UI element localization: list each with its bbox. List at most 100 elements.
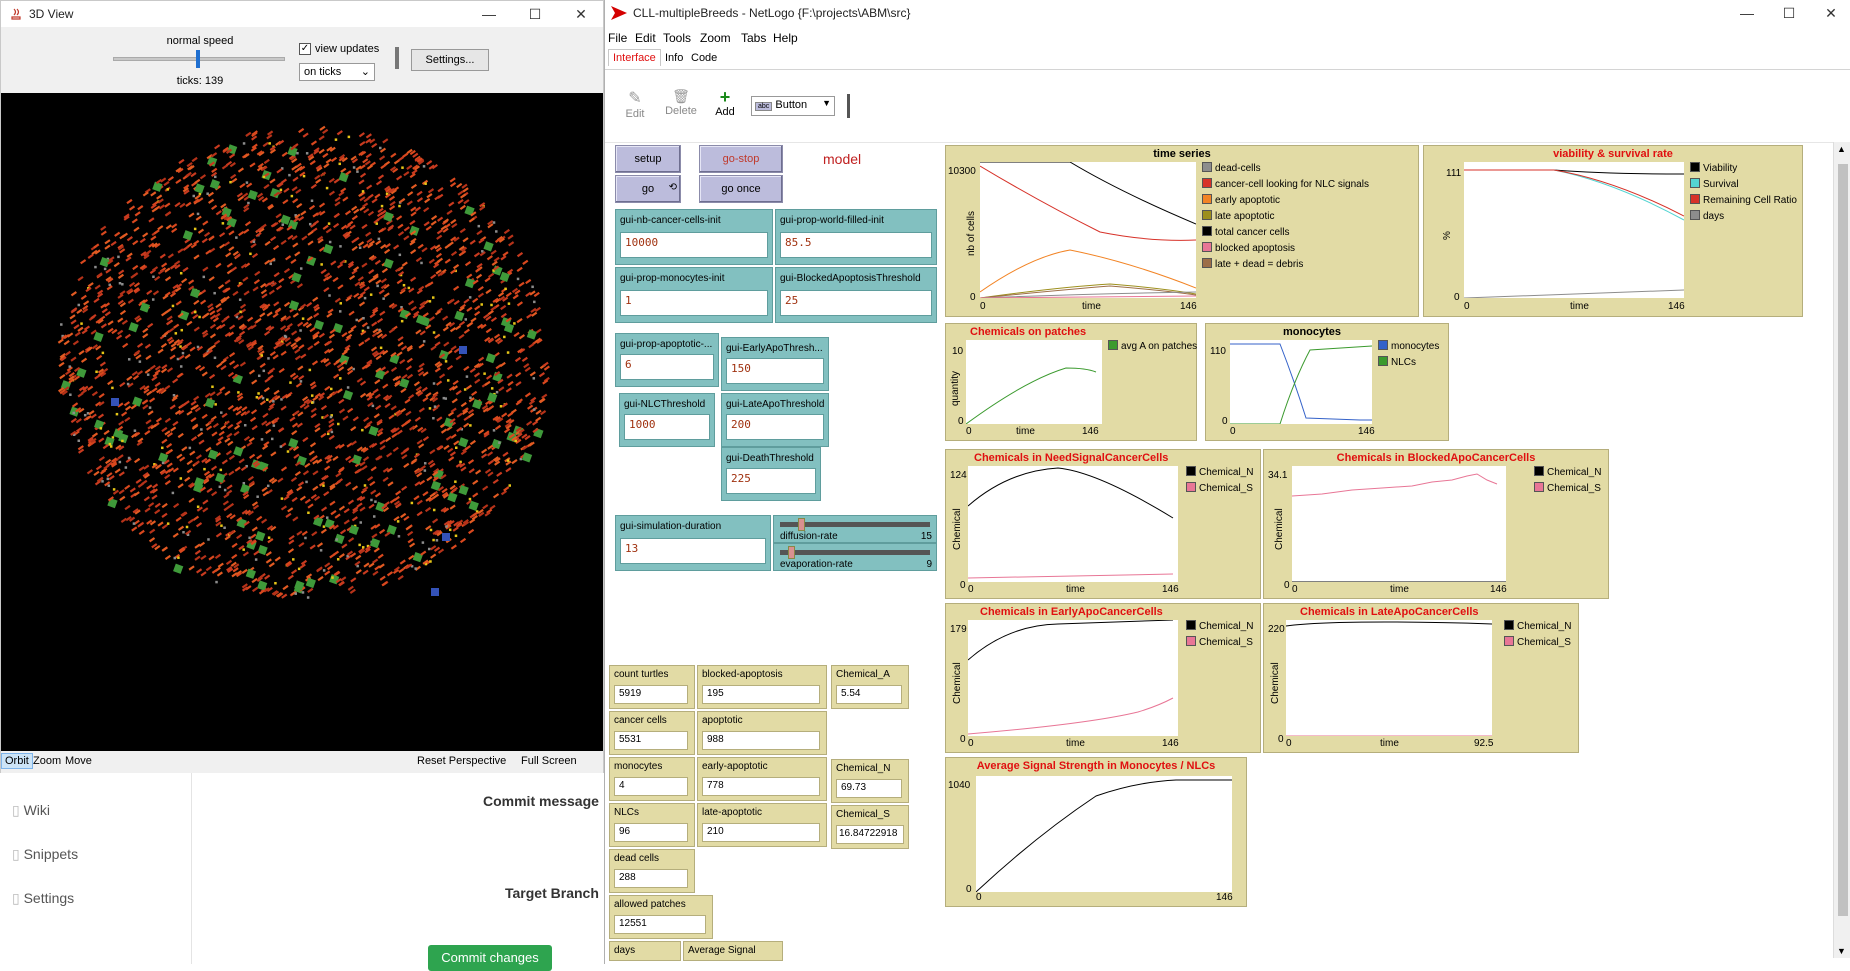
cancer-cell-agent xyxy=(434,244,441,250)
full-screen-button[interactable]: Full Screen xyxy=(521,755,577,767)
slider-diffusion-rate[interactable]: diffusion-rate 15 xyxy=(773,515,937,543)
monocyte-agent xyxy=(111,398,119,406)
cancer-cell-agent xyxy=(102,367,109,374)
dead-cell-agent xyxy=(427,547,431,551)
cancer-cell-agent xyxy=(194,406,201,413)
plot-area xyxy=(1292,466,1506,582)
menu-tabs[interactable]: Tabs xyxy=(741,31,767,45)
cancer-cell-agent xyxy=(345,455,352,461)
cancer-cell-agent xyxy=(389,200,396,207)
edit-tool-button[interactable]: ✎ Edit xyxy=(613,88,657,120)
go-once-button[interactable]: go once xyxy=(699,175,783,203)
cancer-cell-agent xyxy=(295,337,302,343)
input-value[interactable]: 25 xyxy=(780,290,932,316)
cancer-cell-agent xyxy=(487,223,494,229)
move-button[interactable]: Move xyxy=(65,755,92,767)
cancer-cell-agent xyxy=(496,471,503,477)
cancer-cell-agent xyxy=(258,589,266,595)
dead-cell-agent xyxy=(256,495,259,498)
settings-button[interactable]: Settings... xyxy=(411,49,489,71)
series-survival xyxy=(1464,169,1684,221)
cancer-cell-agent xyxy=(356,446,363,452)
tab-interface[interactable]: Interface xyxy=(608,49,661,66)
scroll-up-icon[interactable]: ▲ xyxy=(1837,144,1846,154)
apoptotic-agent xyxy=(424,182,427,185)
cancer-cell-agent xyxy=(432,468,440,474)
sidebar-item-settings[interactable]: ▯ Settings xyxy=(12,890,75,906)
cancer-cell-agent xyxy=(376,333,384,339)
cancer-cell-agent xyxy=(224,279,231,285)
input-value[interactable]: 1 xyxy=(620,290,768,316)
vertical-scrollbar[interactable]: ▲ ▼ xyxy=(1833,142,1850,958)
close-icon[interactable]: ✕ xyxy=(1825,5,1837,21)
cancer-cell-agent xyxy=(313,149,320,155)
speed-slider-thumb[interactable] xyxy=(196,50,200,68)
update-mode-select[interactable]: on ticks ⌄ xyxy=(299,63,375,81)
input-value[interactable]: 1000 xyxy=(624,414,710,440)
cancer-cell-agent xyxy=(472,279,479,285)
menu-tools[interactable]: Tools xyxy=(663,31,692,45)
close-icon[interactable]: ✕ xyxy=(575,6,587,22)
input-value[interactable]: 13 xyxy=(620,538,766,564)
minimize-icon[interactable]: — xyxy=(1740,5,1754,21)
nlc-agent xyxy=(415,314,427,325)
cancer-cell-agent xyxy=(261,518,268,524)
speed-slider[interactable] xyxy=(113,50,285,68)
cancer-cell-agent xyxy=(192,313,199,320)
cancer-cell-agent xyxy=(350,426,357,432)
reset-perspective-button[interactable]: Reset Perspective xyxy=(417,755,507,767)
setup-button[interactable]: setup xyxy=(615,145,681,173)
menu-edit[interactable]: Edit xyxy=(635,31,656,45)
slider-evaporation-rate[interactable]: evaporation-rate 9 xyxy=(773,543,937,571)
sidebar-item-wiki[interactable]: ▯ Wiki xyxy=(12,802,51,818)
tab-info[interactable]: Info xyxy=(665,52,684,64)
cancer-cell-agent xyxy=(371,350,379,356)
cancer-cell-agent xyxy=(461,183,468,189)
cancer-cell-agent xyxy=(407,538,414,544)
cancer-cell-agent xyxy=(351,205,358,211)
scrollbar-thumb[interactable] xyxy=(1838,164,1848,916)
scroll-down-icon[interactable]: ▼ xyxy=(1837,946,1846,956)
nlc-agent xyxy=(383,211,394,222)
cancer-cell-agent xyxy=(231,572,238,578)
cancer-cell-agent xyxy=(236,392,243,398)
nlc-agent xyxy=(485,353,496,364)
input-value[interactable]: 10000 xyxy=(620,232,768,258)
menu-file[interactable]: File xyxy=(608,31,628,45)
menu-help[interactable]: Help xyxy=(773,31,798,45)
cancer-cell-agent xyxy=(205,565,212,572)
delete-tool-button[interactable]: 🗑 Delete xyxy=(659,88,703,117)
minimize-icon[interactable]: — xyxy=(482,6,496,22)
go-stop-button[interactable]: go-stop xyxy=(699,145,783,173)
dead-cell-agent xyxy=(272,424,276,427)
view-updates-checkbox[interactable]: ✓ xyxy=(299,43,311,55)
input-value[interactable]: 85.5 xyxy=(780,232,932,258)
view3d-canvas[interactable] xyxy=(1,93,603,751)
input-value[interactable]: 200 xyxy=(726,414,824,440)
input-value[interactable]: 225 xyxy=(726,468,816,494)
cancer-cell-agent xyxy=(148,502,155,508)
tab-code[interactable]: Code xyxy=(691,52,718,64)
go-button[interactable]: go ⟲ xyxy=(615,175,681,203)
commit-changes-button[interactable]: Commit changes xyxy=(428,945,552,971)
slider-thumb[interactable] xyxy=(798,518,805,531)
cancer-cell-agent xyxy=(104,244,111,250)
maximize-icon[interactable]: ☐ xyxy=(528,6,542,22)
orbit-button[interactable]: Orbit xyxy=(1,753,33,769)
cancer-cell-agent xyxy=(415,329,422,335)
cancer-cell-agent xyxy=(329,500,336,506)
cancer-cell-agent xyxy=(160,311,168,317)
widget-type-select[interactable]: abc Button ▼ xyxy=(751,96,835,116)
world-3d-render[interactable] xyxy=(1,93,603,751)
maximize-icon[interactable]: ☐ xyxy=(1782,5,1796,21)
sidebar-item-snippets[interactable]: ▯ Snippets xyxy=(12,846,79,862)
cancer-cell-agent xyxy=(124,416,131,423)
cancer-cell-agent xyxy=(237,196,244,202)
cancer-cell-agent xyxy=(261,293,268,299)
input-value[interactable]: 150 xyxy=(726,358,824,384)
menu-zoom[interactable]: Zoom xyxy=(700,31,731,45)
add-tool-button[interactable]: + Add xyxy=(703,88,747,118)
slider-thumb[interactable] xyxy=(788,546,795,559)
input-value[interactable]: 6 xyxy=(620,354,714,380)
zoom-button[interactable]: Zoom xyxy=(33,755,62,767)
